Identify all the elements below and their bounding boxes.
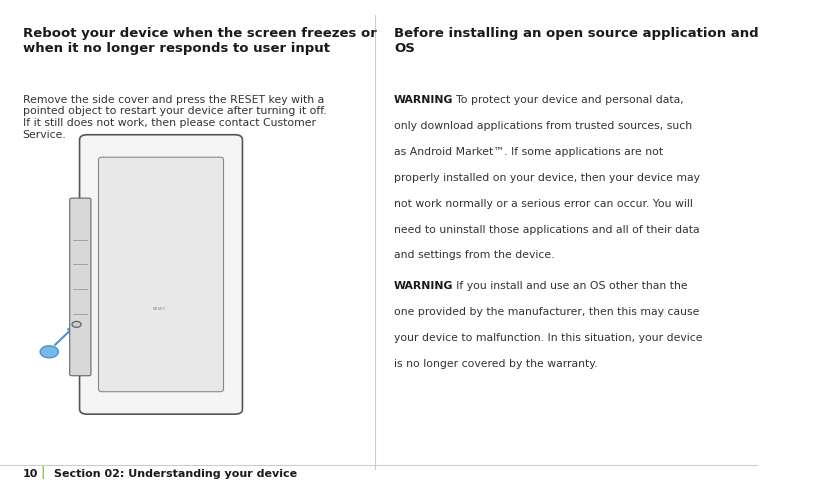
Circle shape — [72, 321, 81, 327]
Text: is no longer covered by the warranty.: is no longer covered by the warranty. — [394, 359, 597, 369]
FancyBboxPatch shape — [79, 135, 242, 414]
Text: your device to malfunction. In this situation, your device: your device to malfunction. In this situ… — [394, 333, 703, 343]
Text: Before installing an open source application and
OS: Before installing an open source applica… — [394, 27, 758, 55]
Text: : If you install and use an OS other than the: : If you install and use an OS other tha… — [448, 281, 687, 291]
Text: and settings from the device.: and settings from the device. — [394, 250, 555, 260]
FancyBboxPatch shape — [98, 157, 223, 392]
Text: Reboot your device when the screen freezes or
when it no longer responds to user: Reboot your device when the screen freez… — [23, 27, 376, 55]
Text: Section 02: Understanding your device: Section 02: Understanding your device — [54, 469, 297, 479]
Text: WARNING: WARNING — [394, 281, 453, 291]
Text: WARNING: WARNING — [394, 95, 453, 105]
Text: need to uninstall those applications and all of their data: need to uninstall those applications and… — [394, 225, 699, 235]
Text: 10: 10 — [23, 469, 38, 479]
Text: not work normally or a serious error can occur. You will: not work normally or a serious error can… — [394, 199, 693, 209]
Text: Remove the side cover and press the RESET key with a
pointed object to restart y: Remove the side cover and press the RESE… — [23, 95, 326, 140]
Text: : To protect your device and personal data,: : To protect your device and personal da… — [448, 95, 683, 105]
Text: as Android Market™. If some applications are not: as Android Market™. If some applications… — [394, 147, 663, 157]
Text: |: | — [40, 466, 45, 479]
Text: RESET: RESET — [152, 307, 166, 311]
Text: only download applications from trusted sources, such: only download applications from trusted … — [394, 121, 692, 131]
Text: one provided by the manufacturer, then this may cause: one provided by the manufacturer, then t… — [394, 307, 699, 317]
Text: properly installed on your device, then your device may: properly installed on your device, then … — [394, 173, 700, 183]
Circle shape — [40, 346, 58, 358]
FancyBboxPatch shape — [70, 198, 91, 376]
